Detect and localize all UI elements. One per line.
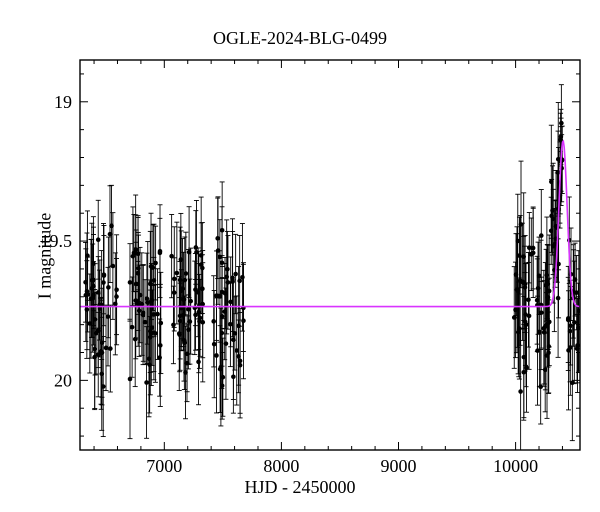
svg-text:9000: 9000 (381, 456, 417, 476)
svg-text:10000: 10000 (493, 456, 538, 476)
svg-text:19: 19 (54, 92, 72, 112)
svg-text:7000: 7000 (146, 456, 182, 476)
chart-container: OGLE-2024-BLG-0499 I magnitude HJD - 245… (0, 0, 600, 512)
svg-text:8000: 8000 (263, 456, 299, 476)
plot-svg: 7000 8000 9000 10000 19 19.5 20 (0, 0, 600, 512)
svg-text:19.5: 19.5 (41, 231, 73, 251)
svg-text:20: 20 (54, 370, 72, 390)
